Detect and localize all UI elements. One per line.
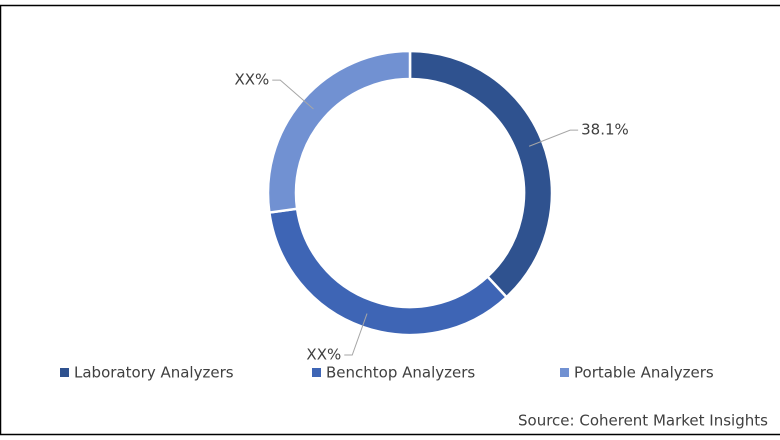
legend-label: Laboratory Analyzers bbox=[74, 364, 234, 382]
data-label: XX% bbox=[306, 346, 341, 364]
source: Source: Coherent Market Insights bbox=[518, 412, 768, 430]
legend-swatch bbox=[560, 368, 569, 377]
donut-slice bbox=[266, 49, 412, 214]
legend-label: Benchtop Analyzers bbox=[326, 364, 475, 382]
legend-swatch bbox=[60, 368, 69, 377]
legend-label: Portable Analyzers bbox=[574, 364, 714, 382]
leader-line bbox=[528, 129, 579, 147]
data-label: 38.1% bbox=[581, 121, 629, 139]
leader-line bbox=[272, 79, 314, 110]
legend-swatch bbox=[312, 368, 321, 377]
data-label: XX% bbox=[234, 71, 269, 89]
leader-line bbox=[344, 313, 368, 356]
